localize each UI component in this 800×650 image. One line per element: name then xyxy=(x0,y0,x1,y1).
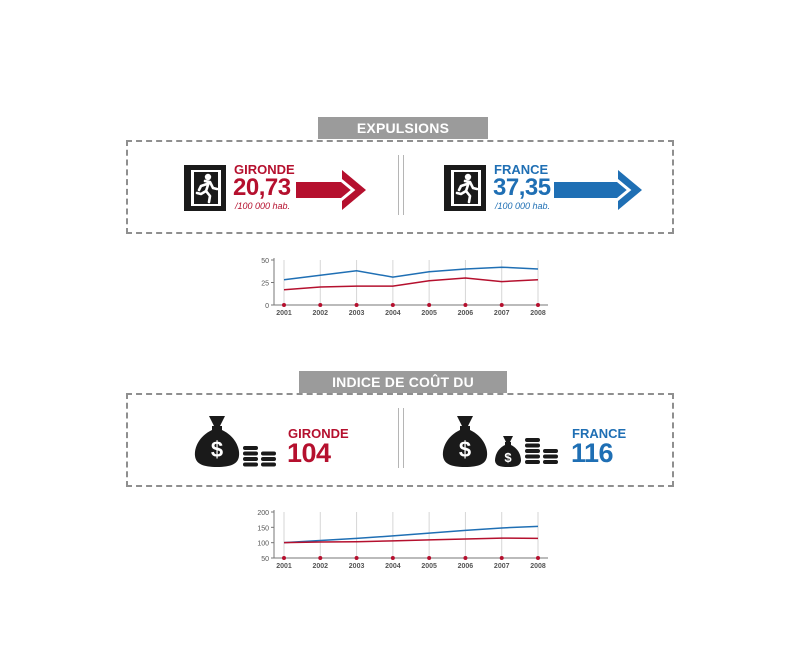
x-marker xyxy=(499,303,504,307)
right-arrow-icon xyxy=(296,168,368,217)
x-marker xyxy=(499,556,504,560)
coin-stack-icon xyxy=(242,445,278,472)
y-tick-label: 200 xyxy=(257,510,269,517)
x-marker xyxy=(318,303,323,307)
france-label: FRANCE xyxy=(494,162,549,177)
x-tick-label: 2003 xyxy=(349,310,365,317)
x-marker xyxy=(282,556,286,560)
x-tick-label: 2007 xyxy=(494,310,510,317)
x-tick-label: 2004 xyxy=(385,563,401,570)
x-tick-label: 2002 xyxy=(312,563,328,570)
emergency-exit-icon xyxy=(443,164,487,217)
y-tick-label: 50 xyxy=(261,556,269,563)
svg-text:$: $ xyxy=(211,437,223,462)
x-marker xyxy=(354,303,359,307)
x-tick-label: 2003 xyxy=(349,563,365,570)
series-line-gironde xyxy=(283,277,539,291)
x-tick-label: 2008 xyxy=(530,310,546,317)
section-title-expulsions: EXPULSIONS LOCATIVES xyxy=(318,117,488,158)
france-indice-value: 116 xyxy=(571,438,614,468)
indice-line-chart: 50 100 150 200 2001 2002 2003 2004 2005 2006 2007 2… xyxy=(257,510,548,570)
panel-divider xyxy=(398,408,404,468)
gironde-label: GIRONDE xyxy=(288,426,349,441)
money-bag-icon: $ xyxy=(441,412,489,473)
x-tick-label: 2005 xyxy=(421,563,437,570)
x-tick-label: 2006 xyxy=(458,563,474,570)
y-tick-label: 50 xyxy=(261,258,269,265)
series-line-france xyxy=(283,266,539,281)
x-marker xyxy=(463,556,468,560)
section-title-indice: INDICE DE COÛT DU LOGEMENT xyxy=(299,371,507,412)
x-marker xyxy=(463,303,468,307)
svg-text:$: $ xyxy=(504,450,512,465)
right-arrow-icon xyxy=(554,168,644,217)
x-tick-label: 2008 xyxy=(530,563,546,570)
indice-panel xyxy=(126,393,674,487)
x-marker xyxy=(427,303,432,307)
france-label: FRANCE xyxy=(572,426,627,441)
x-marker xyxy=(318,556,323,560)
expulsions-line-chart: 0 25 50 2001 2002 2003 2004 2005 2006 2007 2008 xyxy=(261,258,548,317)
y-tick-label: 0 xyxy=(265,303,269,310)
france-expulsions-value: 37,35 xyxy=(493,174,551,201)
y-tick-label: 150 xyxy=(257,525,269,532)
y-tick-label: 25 xyxy=(261,281,269,288)
gironde-indice-value: 104 xyxy=(287,438,331,468)
x-marker xyxy=(536,556,540,560)
x-marker xyxy=(390,556,395,560)
france-unit: /100 000 hab. xyxy=(495,201,551,211)
x-tick-label: 2001 xyxy=(276,563,292,570)
x-tick-label: 2006 xyxy=(458,310,474,317)
x-tick-label: 2002 xyxy=(312,310,328,317)
x-marker xyxy=(427,556,432,560)
x-tick-label: 2007 xyxy=(494,563,510,570)
gironde-expulsions-value: 20,73 xyxy=(233,174,291,201)
money-bag-icon: $ xyxy=(494,434,522,473)
panel-divider xyxy=(398,155,404,215)
series-line-gironde xyxy=(283,537,539,544)
expulsions-panel xyxy=(126,140,674,234)
x-tick-label: 2005 xyxy=(421,310,437,317)
x-marker xyxy=(390,303,395,307)
x-tick-label: 2004 xyxy=(385,310,401,317)
series-line-france xyxy=(283,525,539,544)
gironde-label: GIRONDE xyxy=(234,162,295,177)
coin-stack-icon xyxy=(524,437,560,472)
money-bag-icon: $ xyxy=(193,412,241,473)
emergency-exit-icon xyxy=(183,164,227,217)
gironde-unit: /100 000 hab. xyxy=(235,201,291,211)
x-marker xyxy=(354,556,359,560)
x-tick-label: 2001 xyxy=(276,310,292,317)
svg-text:$: $ xyxy=(459,437,471,462)
x-marker xyxy=(536,303,540,307)
x-marker xyxy=(282,303,286,307)
y-tick-label: 100 xyxy=(257,541,269,548)
